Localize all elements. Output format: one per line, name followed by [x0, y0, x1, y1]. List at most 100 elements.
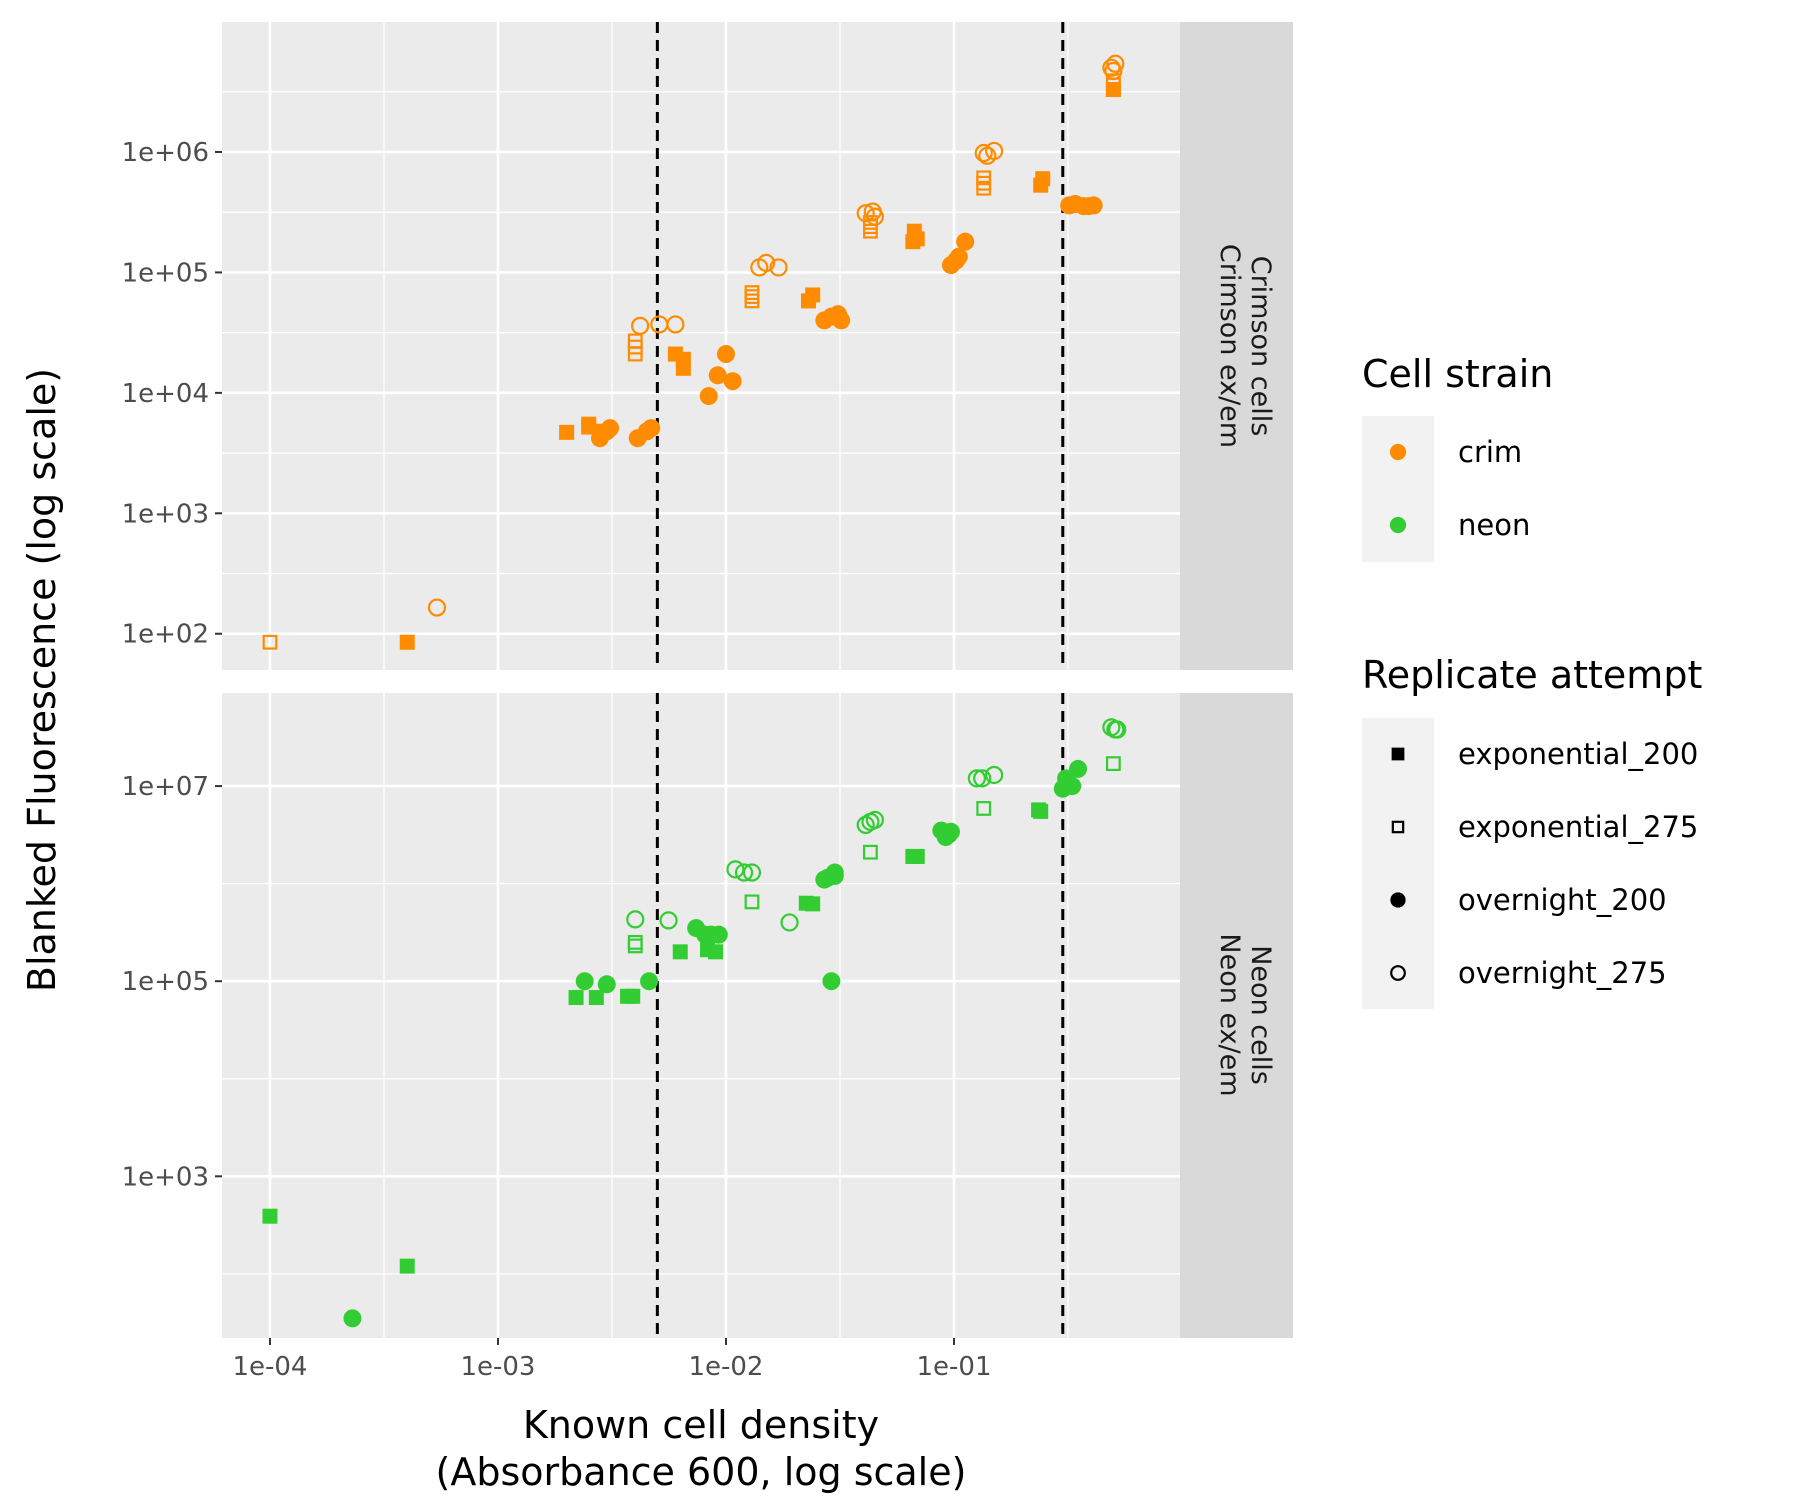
data-point-overnight_275: [742, 863, 762, 882]
legend-label-exponential_200: exponential_200: [1458, 737, 1698, 771]
data-point-overnight_275: [757, 253, 776, 272]
strip-label-neon-line1: Neon cells: [1245, 945, 1276, 1085]
strip-label-crimson-line1: Crimson cells: [1245, 256, 1276, 437]
legend-key-exponential_275: [1391, 820, 1405, 834]
panel-crimson-y-axis: 1e+02 1e+03 1e+04 1e+05 1e+06: [122, 138, 222, 650]
data-point-exponential_200: [262, 1208, 278, 1224]
data-point-overnight_200: [832, 311, 851, 330]
data-point-exponential_275: [976, 170, 992, 186]
data-point-exponential_200: [568, 990, 584, 1006]
data-point-overnight_275: [659, 911, 678, 930]
data-point-exponential_275: [744, 894, 760, 910]
data-point-overnight_275: [985, 141, 1004, 161]
data-point-exponential_275: [863, 844, 878, 860]
legend-key-crim: [1389, 443, 1407, 461]
legend-key-neon: [1389, 516, 1407, 534]
data-point-overnight_275: [626, 910, 645, 929]
data-point-overnight_275: [985, 765, 1004, 785]
data-point-overnight_200: [575, 972, 594, 991]
data-point-overnight_275: [427, 598, 447, 617]
data-point-overnight_275: [734, 863, 754, 882]
data-point-overnight_200: [1084, 196, 1103, 215]
legend-label-overnight_200: overnight_200: [1458, 883, 1667, 917]
data-point-exponential_200: [909, 231, 925, 247]
data-point-overnight_200: [1063, 777, 1082, 796]
data-point-exponential_275: [744, 285, 760, 300]
data-point-exponential_200: [559, 424, 575, 440]
data-point-exponential_275: [976, 801, 992, 816]
data-point-exponential_275: [262, 634, 278, 650]
data-point-exponential_275: [627, 934, 643, 950]
data-point-overnight_275: [1106, 54, 1125, 73]
panel-crimson-background: [222, 22, 1180, 670]
data-point-exponential_200: [1035, 171, 1051, 187]
y-tick-label: 1e+06: [122, 138, 209, 168]
y-tick-label: 1e+07: [122, 772, 209, 802]
legend-label-overnight_275: overnight_275: [1458, 956, 1667, 990]
panel-crimson-threshold-lines: [655, 22, 1065, 670]
data-point-overnight_275: [974, 143, 993, 163]
data-point-exponential_275: [1105, 756, 1121, 772]
data-point-overnight_275: [1108, 720, 1127, 739]
data-point-overnight_275: [865, 207, 885, 226]
data-point-overnight_200: [716, 345, 735, 364]
data-point-overnight_200: [708, 366, 727, 385]
data-point-exponential_200: [399, 1258, 415, 1274]
data-point-overnight_275: [780, 913, 799, 932]
data-point-overnight_200: [825, 866, 844, 885]
data-point-exponential_200: [909, 848, 925, 864]
y-tick-label: 1e+04: [122, 379, 209, 409]
legend-label-exponential_275: exponential_275: [1458, 810, 1698, 844]
data-point-overnight_275: [1102, 58, 1121, 77]
x-axis-title-line1: Known cell density: [523, 1403, 879, 1447]
x-axis: 1e-04 1e-03 1e-02 1e-01: [232, 1338, 992, 1382]
data-point-overnight_275: [666, 315, 685, 334]
panel-neon-strip: [1180, 693, 1293, 1338]
data-point-exponential_200: [1105, 82, 1121, 98]
data-point-overnight_200: [941, 822, 960, 841]
panel-crimson-strip: [1180, 22, 1293, 670]
data-point-overnight_200: [822, 972, 841, 991]
data-point-overnight_200: [709, 925, 728, 944]
panel-neon-y-axis: 1e+03 1e+05 1e+07: [122, 772, 222, 1192]
x-axis-title-line2: (Absorbance 600, log scale): [436, 1450, 967, 1494]
data-point-overnight_275: [973, 769, 992, 788]
data-point-overnight_275: [1104, 61, 1123, 81]
x-tick-label: 1e-02: [688, 1352, 763, 1382]
y-axis-title: Blanked Fluorescence (log scale): [20, 368, 64, 992]
data-point-overnight_275: [856, 815, 875, 835]
data-point-exponential_200: [625, 988, 641, 1004]
legend-key-exponential_200: [1391, 747, 1405, 761]
y-tick-label: 1e+05: [122, 258, 209, 288]
legend-color-keys-background: [1362, 416, 1434, 562]
data-point-overnight_275: [769, 258, 788, 277]
data-point-exponential_275: [863, 215, 878, 230]
panel-neon-background: [222, 693, 1180, 1338]
data-point-overnight_275: [967, 769, 986, 788]
data-point-exponential_200: [581, 416, 597, 432]
legend-label-neon: neon: [1458, 508, 1530, 542]
data-point-overnight_200: [949, 247, 968, 266]
data-point-overnight_275: [865, 810, 885, 830]
data-point-overnight_200: [343, 1309, 362, 1328]
data-point-overnight_275: [726, 860, 745, 879]
data-point-overnight_200: [640, 972, 659, 991]
data-point-overnight_200: [642, 419, 661, 438]
y-tick-label: 1e+03: [122, 499, 209, 529]
strip-label-neon-line2: Neon ex/em: [1214, 933, 1245, 1096]
data-point-overnight_200: [723, 372, 742, 391]
legend: Cell strain crim neon Replicate attempt e…: [1362, 352, 1702, 1009]
data-point-overnight_200: [1069, 759, 1088, 778]
y-tick-label: 1e+05: [122, 967, 209, 997]
strip-label-crimson-line2: Crimson ex/em: [1214, 244, 1245, 448]
data-point-exponential_200: [805, 287, 821, 303]
data-point-overnight_200: [956, 232, 975, 251]
y-tick-label: 1e+03: [122, 1162, 209, 1192]
data-point-exponential_200: [675, 360, 691, 376]
data-point-overnight_200: [601, 419, 620, 438]
data-point-exponential_200: [805, 896, 821, 912]
y-tick-label: 1e+02: [122, 620, 209, 650]
legend-key-overnight_200: [1390, 892, 1406, 908]
data-point-overnight_275: [630, 316, 650, 335]
legend-title-replicate-attempt: Replicate attempt: [1362, 653, 1702, 697]
